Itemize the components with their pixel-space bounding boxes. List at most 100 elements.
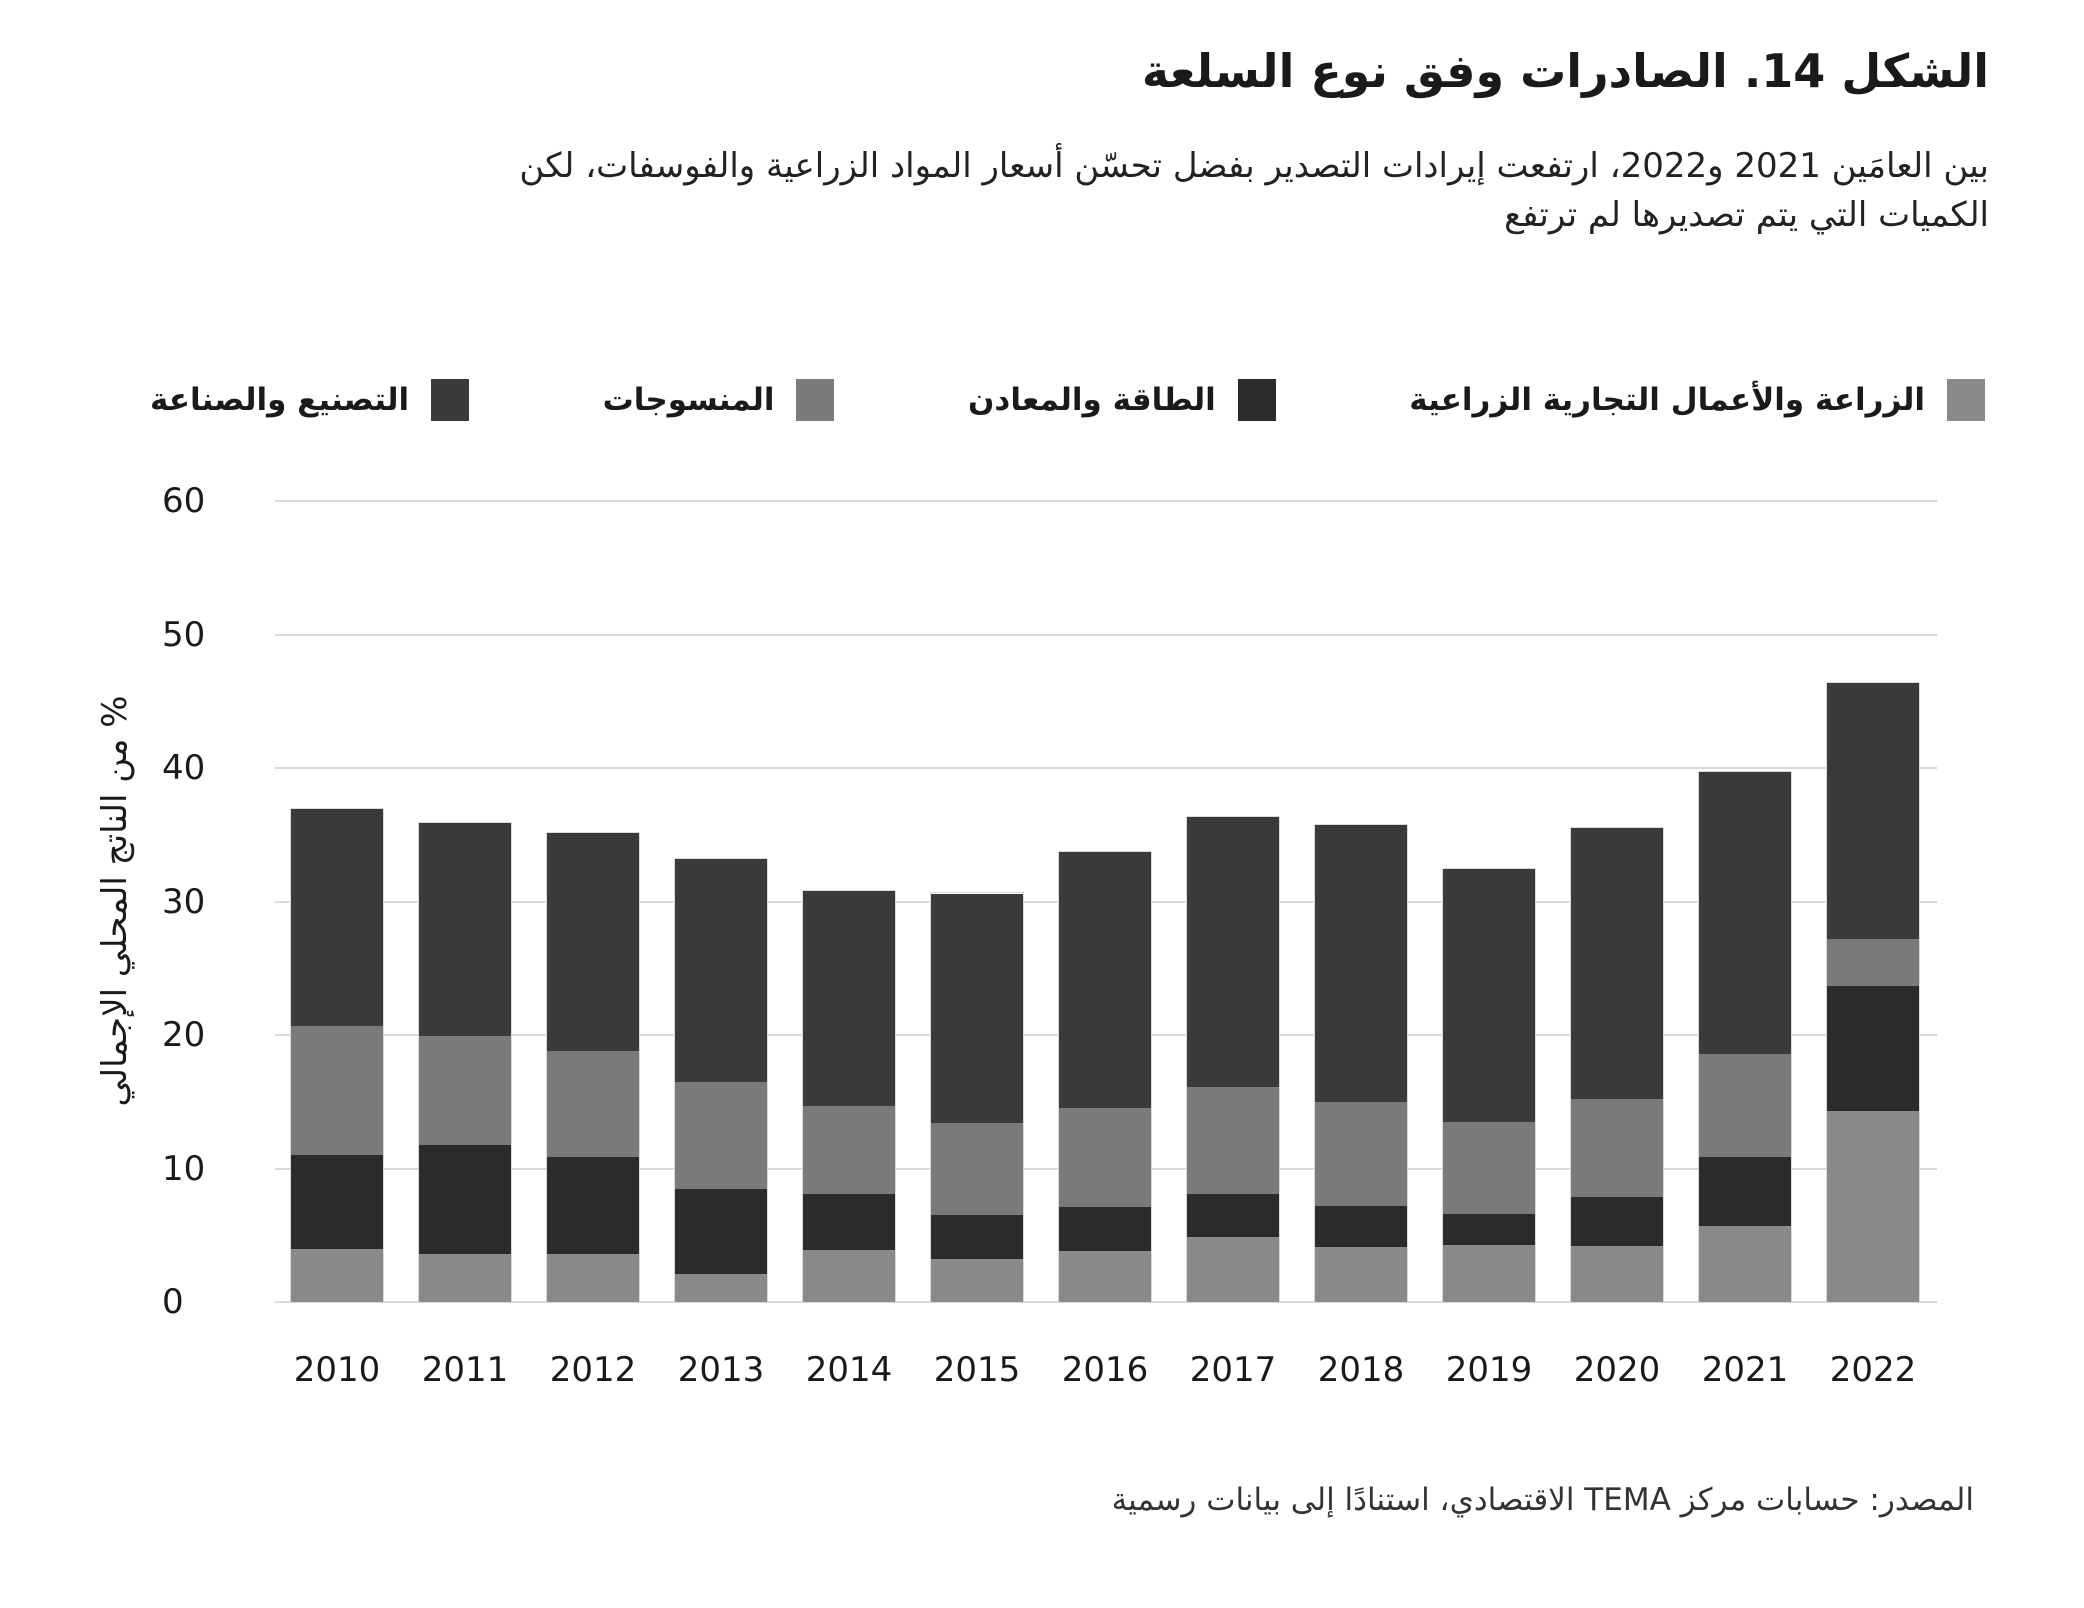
bar-segment-2020 bbox=[1571, 1196, 1663, 1246]
bar-2018 bbox=[1315, 825, 1407, 1302]
bar-segment-2012 bbox=[547, 1156, 639, 1254]
bar-segment-2015 bbox=[931, 893, 1023, 1124]
bar-segment-2014 bbox=[803, 890, 895, 1106]
bar-segment-2022 bbox=[1827, 683, 1919, 940]
bar-segment-2018 bbox=[1315, 1101, 1407, 1206]
bar-segment-2011 bbox=[419, 1144, 511, 1254]
bar-segment-2017 bbox=[1187, 1236, 1279, 1302]
bar-segment-2015 bbox=[931, 1259, 1023, 1302]
gridline-0 bbox=[275, 1301, 1937, 1303]
figure-subtitle: بين العامَين 2021 و2022، ارتفعت إيرادات … bbox=[95, 142, 1989, 240]
bar-2013 bbox=[675, 859, 767, 1302]
bar-segment-2016 bbox=[1059, 1207, 1151, 1252]
bar-2014 bbox=[803, 890, 895, 1302]
bar-segment-2019 bbox=[1443, 1213, 1535, 1245]
bar-segment-2010 bbox=[291, 809, 383, 1026]
gridline-60 bbox=[275, 500, 1937, 502]
bar-segment-2021 bbox=[1699, 1053, 1791, 1157]
bar-segment-2012 bbox=[547, 1253, 639, 1302]
bar-segment-2012 bbox=[547, 1051, 639, 1157]
x-tick-label-2016: 2016 bbox=[1061, 1350, 1149, 1390]
x-tick-label-2022: 2022 bbox=[1829, 1350, 1917, 1390]
gridline-50 bbox=[275, 633, 1937, 636]
chart-legend: الزراعة والأعمال التجارية الزراعية الطاقة… bbox=[150, 372, 1985, 428]
x-tick-label-2019: 2019 bbox=[1445, 1350, 1533, 1390]
x-tick-label-2017: 2017 bbox=[1189, 1350, 1277, 1390]
bar-segment-2019 bbox=[1443, 1244, 1535, 1302]
bar-segment-2012 bbox=[547, 833, 639, 1052]
legend-item: التصنيع والصناعة bbox=[150, 379, 470, 421]
bar-segment-2013 bbox=[675, 1188, 767, 1274]
bar-segment-2020 bbox=[1571, 1245, 1663, 1302]
bar-segment-2018 bbox=[1315, 825, 1407, 1102]
bar-segment-2010 bbox=[291, 1155, 383, 1249]
bar-2020 bbox=[1571, 828, 1663, 1302]
legend-swatch-icon bbox=[796, 379, 835, 421]
bar-segment-2019 bbox=[1443, 1121, 1535, 1214]
x-tick-label-2015: 2015 bbox=[933, 1350, 1021, 1390]
bar-2011 bbox=[419, 823, 511, 1302]
bar-segment-2014 bbox=[803, 1249, 895, 1302]
bar-segment-2021 bbox=[1699, 1156, 1791, 1226]
legend-label: الطاقة والمعادن bbox=[967, 382, 1216, 418]
bar-segment-2015 bbox=[931, 1215, 1023, 1260]
bar-segment-2022 bbox=[1827, 1111, 1919, 1302]
y-tick-label-30: 30 bbox=[162, 881, 206, 922]
bar-segment-2010 bbox=[291, 1025, 383, 1156]
bar-segment-2016 bbox=[1059, 852, 1151, 1109]
bar-segment-2014 bbox=[803, 1105, 895, 1194]
y-tick-label-40: 40 bbox=[162, 748, 206, 788]
x-tick-label-2012: 2012 bbox=[549, 1350, 637, 1390]
bar-segment-2022 bbox=[1827, 985, 1919, 1112]
x-tick-label-2013: 2013 bbox=[677, 1350, 765, 1390]
bar-segment-2020 bbox=[1571, 1099, 1663, 1197]
bar-segment-2011 bbox=[419, 1253, 511, 1302]
bar-2022 bbox=[1827, 683, 1919, 1302]
bar-segment-2013 bbox=[675, 1273, 767, 1302]
bar-segment-2018 bbox=[1315, 1247, 1407, 1302]
bar-segment-2010 bbox=[291, 1248, 383, 1302]
y-tick-label-50: 50 bbox=[162, 614, 206, 655]
bar-2019 bbox=[1443, 869, 1535, 1302]
bar-2015 bbox=[931, 893, 1023, 1302]
legend-swatch-icon bbox=[431, 379, 470, 421]
y-tick-label-10: 10 bbox=[162, 1148, 206, 1189]
bar-2021 bbox=[1699, 772, 1791, 1302]
bar-segment-2013 bbox=[675, 859, 767, 1082]
bar-segment-2017 bbox=[1187, 817, 1279, 1088]
bar-segment-2016 bbox=[1059, 1251, 1151, 1302]
gridline-40 bbox=[275, 767, 1937, 769]
bar-segment-2021 bbox=[1699, 1225, 1791, 1302]
x-tick-label-2020: 2020 bbox=[1573, 1350, 1661, 1390]
bar-segment-2020 bbox=[1571, 828, 1663, 1100]
bar-segment-2013 bbox=[675, 1081, 767, 1189]
legend-label: الزراعة والأعمال التجارية الزراعية bbox=[1409, 382, 1925, 418]
bar-2012 bbox=[547, 833, 639, 1302]
bar-segment-2016 bbox=[1059, 1108, 1151, 1208]
bar-2016 bbox=[1059, 852, 1151, 1302]
y-axis-label: % من الناتج المحلي الإجمالي bbox=[95, 695, 135, 1107]
legend-item: المنسوجات bbox=[603, 379, 835, 421]
y-tick-label-20: 20 bbox=[162, 1015, 206, 1055]
source-note: المصدر: حسابات مركز TEMA الاقتصادي، استن… bbox=[1111, 1482, 1974, 1518]
bar-segment-2014 bbox=[803, 1193, 895, 1250]
figure-subtitle-line2: الكميات التي يتم تصديرها لم ترتفع bbox=[1504, 195, 1989, 235]
x-tick-label-2014: 2014 bbox=[805, 1350, 893, 1390]
y-tick-label-60: 60 bbox=[162, 481, 206, 521]
legend-item: الزراعة والأعمال التجارية الزراعية bbox=[1409, 379, 1985, 421]
bar-segment-2011 bbox=[419, 823, 511, 1037]
figure-subtitle-line1: بين العامَين 2021 و2022، ارتفعت إيرادات … bbox=[519, 146, 1989, 186]
x-tick-label-2011: 2011 bbox=[421, 1350, 509, 1390]
bar-2010 bbox=[291, 809, 383, 1302]
x-tick-label-2010: 2010 bbox=[293, 1350, 381, 1390]
bar-segment-2017 bbox=[1187, 1087, 1279, 1194]
legend-item: الطاقة والمعادن bbox=[968, 379, 1276, 421]
bar-segment-2022 bbox=[1827, 939, 1919, 986]
x-tick-label-2021: 2021 bbox=[1701, 1350, 1789, 1390]
bar-segment-2018 bbox=[1315, 1205, 1407, 1248]
bar-segment-2011 bbox=[419, 1036, 511, 1145]
bar-segment-2017 bbox=[1187, 1193, 1279, 1237]
legend-label: المنسوجات bbox=[602, 382, 775, 418]
bar-2017 bbox=[1187, 817, 1279, 1302]
